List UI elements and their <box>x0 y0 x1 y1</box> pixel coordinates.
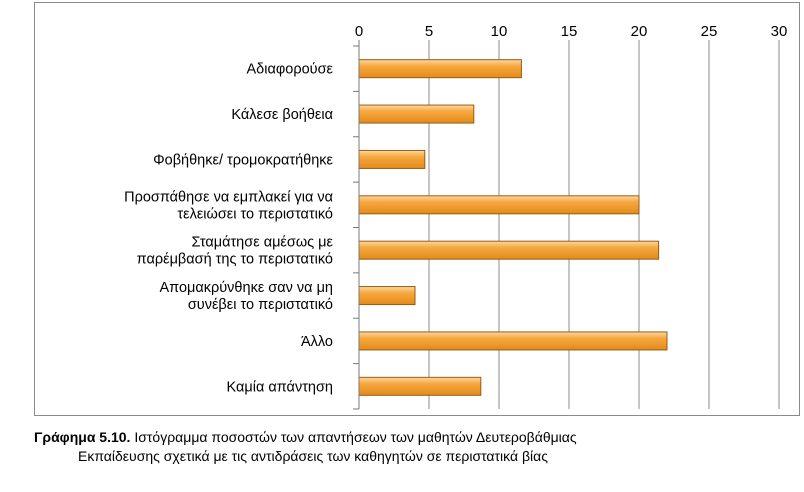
category-label: Κάλεσε βοήθεια <box>231 107 333 123</box>
x-tick-label: 25 <box>701 23 718 40</box>
bar-chart: 0 5 10 15 20 25 30 Αδιαφορούσε Κάλεσε βοήθεια Φο… <box>124 23 788 410</box>
bar <box>358 286 416 306</box>
category-label: Φοβήθηκε/ τρομοκρατήθηκε <box>153 152 333 168</box>
category-label: τελειώσει το περιστατικό <box>177 206 333 222</box>
category-label: Αδιαφορούσε <box>247 62 334 78</box>
x-tick-label: 5 <box>425 23 433 40</box>
x-tick-label: 0 <box>355 23 363 40</box>
caption-line2: Εκπαίδευσης σχετικά με τις αντιδράσεις τ… <box>78 448 548 464</box>
bar <box>358 240 660 260</box>
x-tick-label: 30 <box>771 23 788 40</box>
bar <box>358 104 475 124</box>
x-tick-labels: 0 5 10 15 20 25 30 <box>355 23 788 40</box>
figure-caption: Γράφημα 5.10. Ιστόγραμμα ποσοστών των απ… <box>34 428 794 466</box>
x-tick-label: 10 <box>491 23 508 40</box>
category-label: Προσπάθησε να εμπλακεί για να <box>124 189 333 205</box>
category-label: Καμία απάντηση <box>227 379 333 395</box>
chart-frame: 0 5 10 15 20 25 30 Αδιαφορούσε Κάλεσε βοήθεια Φο… <box>34 2 800 416</box>
x-tick-label: 20 <box>631 23 648 40</box>
bar <box>358 59 522 79</box>
category-label: συνέβει το περιστατικό <box>188 297 333 313</box>
category-label: Απομακρύνθηκε σαν να μη <box>159 280 333 296</box>
category-label: Σταμάτησε αμέσως με <box>192 235 334 251</box>
caption-line1: Ιστόγραμμα ποσοστών των απαντήσεων των μ… <box>130 429 577 445</box>
axes <box>353 40 360 410</box>
gridlines <box>428 40 780 409</box>
bars <box>358 59 668 396</box>
bar <box>358 331 668 351</box>
bar <box>358 149 426 169</box>
caption-label: Γράφημα 5.10. <box>34 429 131 445</box>
category-label: Άλλο <box>301 334 333 350</box>
bar <box>358 376 482 396</box>
x-tick-label: 15 <box>561 23 578 40</box>
category-labels: Αδιαφορούσε Κάλεσε βοήθεια Φοβήθηκε/ τρομο… <box>124 62 333 396</box>
category-label: παρέμβασή της το περιστατικό <box>137 252 333 268</box>
bar <box>358 195 640 215</box>
